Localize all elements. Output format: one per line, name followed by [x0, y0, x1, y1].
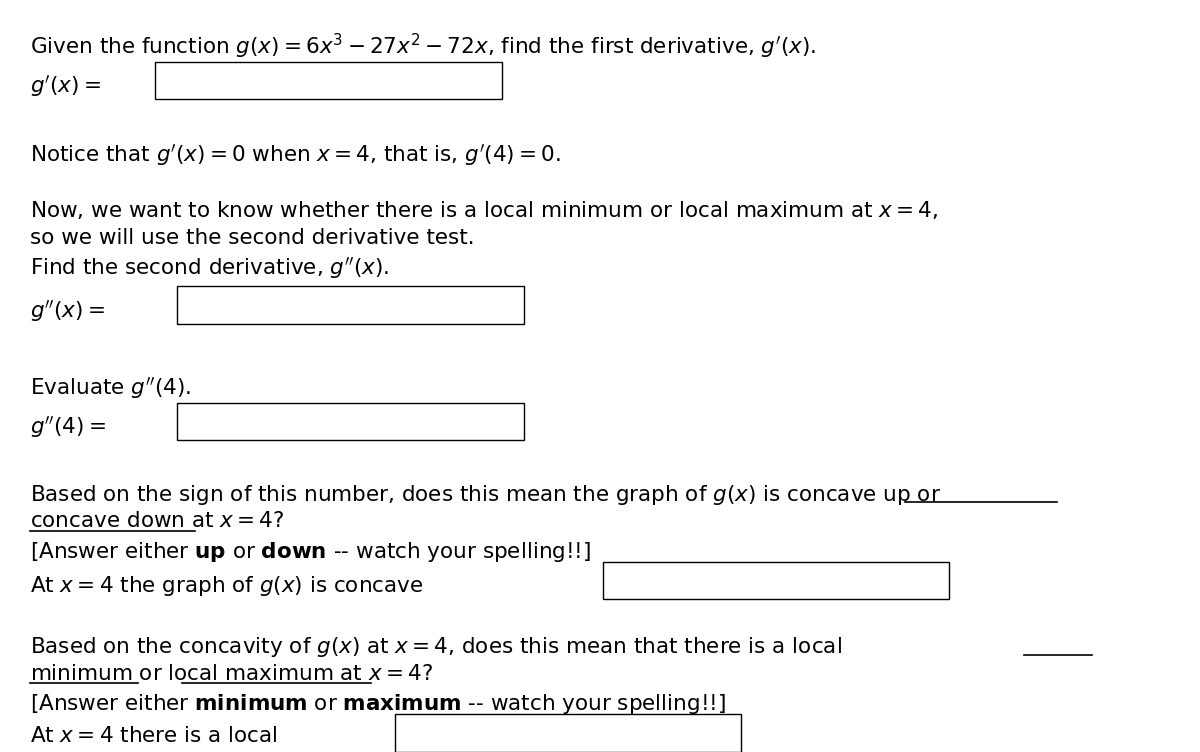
Text: so we will use the second derivative test.: so we will use the second derivative tes… — [30, 228, 474, 247]
FancyBboxPatch shape — [176, 287, 523, 324]
FancyBboxPatch shape — [176, 403, 523, 441]
Text: Notice that $g'(x) = 0$ when $x = 4$, that is, $g'(4) = 0.$: Notice that $g'(x) = 0$ when $x = 4$, th… — [30, 143, 560, 168]
FancyBboxPatch shape — [156, 62, 503, 99]
Text: Based on the sign of this number, does this mean the graph of $g(x)$ is concave : Based on the sign of this number, does t… — [30, 483, 941, 507]
Text: At $x = 4$ there is a local: At $x = 4$ there is a local — [30, 726, 277, 746]
Text: $g'(x) =$: $g'(x) =$ — [30, 74, 101, 99]
Text: At $x = 4$ the graph of $g(x)$ is concave: At $x = 4$ the graph of $g(x)$ is concav… — [30, 574, 424, 598]
Text: [Answer either $\mathbf{minimum}$ or $\mathbf{maximum}$ -- watch your spelling!!: [Answer either $\mathbf{minimum}$ or $\m… — [30, 693, 726, 717]
Text: Based on the concavity of $g(x)$ at $x = 4$, does this mean that there is a loca: Based on the concavity of $g(x)$ at $x =… — [30, 635, 842, 660]
Text: [Answer either $\mathbf{up}$ or $\mathbf{down}$ -- watch your spelling!!]: [Answer either $\mathbf{up}$ or $\mathbf… — [30, 540, 592, 564]
Text: $g''(4) =$: $g''(4) =$ — [30, 415, 106, 441]
Text: minimum or local maximum at $x = 4$?: minimum or local maximum at $x = 4$? — [30, 664, 433, 684]
FancyBboxPatch shape — [395, 714, 742, 752]
Text: Now, we want to know whether there is a local minimum or local maximum at $x = 4: Now, we want to know whether there is a … — [30, 199, 938, 221]
Text: concave down at $x = 4$?: concave down at $x = 4$? — [30, 511, 284, 531]
Text: $g''(x) =$: $g''(x) =$ — [30, 299, 104, 324]
Text: Evaluate $g''(4)$.: Evaluate $g''(4)$. — [30, 376, 191, 402]
FancyBboxPatch shape — [602, 562, 949, 599]
Text: Given the function $g(x) = 6x^3 - 27x^2 - 72x$, find the first derivative, $g'(x: Given the function $g(x) = 6x^3 - 27x^2 … — [30, 32, 816, 61]
Text: Find the second derivative, $g''(x)$.: Find the second derivative, $g''(x)$. — [30, 256, 389, 281]
